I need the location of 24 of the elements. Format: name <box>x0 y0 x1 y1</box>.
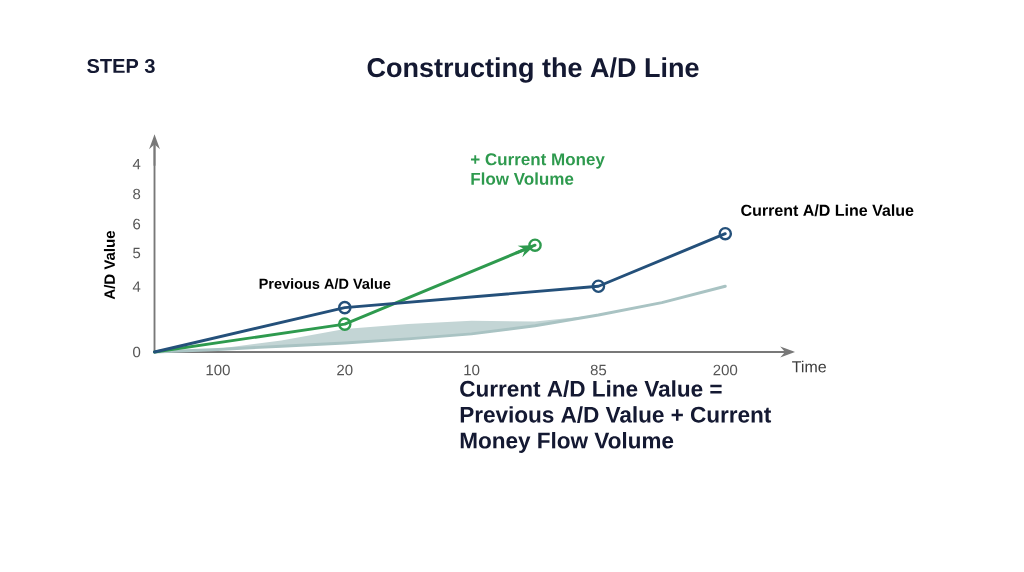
annotation: Current A/D Line Value <box>741 204 914 217</box>
text: + Current Money Flow Volume <box>470 153 605 185</box>
text: 8 <box>133 188 141 200</box>
x-tick-label: 10 <box>464 364 480 376</box>
text: 5 <box>133 247 141 259</box>
x-tick-label: 85 <box>590 364 607 376</box>
x-axis-title: Time <box>792 360 826 373</box>
chart-title: Constructing the A/D Line <box>367 57 699 83</box>
text: 0 <box>133 346 141 358</box>
chart-subtitle: STEP 3 <box>87 58 155 74</box>
annotation: Previous A/D Value <box>259 278 391 290</box>
x-tick-label: 200 <box>713 364 738 376</box>
point <box>718 226 733 241</box>
point <box>337 317 352 331</box>
text: 4 <box>132 281 141 292</box>
text: Current A/D Line Value = Previous A/D Value + Current Money Flow Volume <box>460 380 772 453</box>
point <box>528 238 542 252</box>
text: 4 <box>132 158 141 170</box>
x-tick-label: 100 <box>206 364 230 376</box>
y-axis-title: A/D Value <box>103 230 116 300</box>
x-tick-label: 20 <box>337 364 353 376</box>
point <box>591 279 606 294</box>
text: 6 <box>133 218 141 230</box>
point <box>337 300 352 315</box>
